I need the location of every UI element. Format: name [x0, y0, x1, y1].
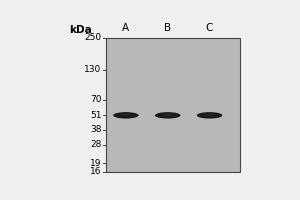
Ellipse shape [120, 114, 132, 116]
Text: 19: 19 [90, 159, 101, 168]
Text: 38: 38 [90, 125, 101, 134]
Text: A: A [122, 23, 129, 33]
Text: kDa: kDa [69, 25, 92, 35]
Bar [106, 38, 240, 172]
Ellipse shape [162, 114, 173, 116]
Text: 130: 130 [84, 65, 101, 74]
Ellipse shape [197, 112, 222, 119]
Ellipse shape [204, 114, 215, 116]
Ellipse shape [113, 112, 139, 119]
Text: 70: 70 [90, 95, 101, 104]
Text: 51: 51 [90, 111, 101, 120]
Text: 250: 250 [84, 33, 101, 42]
Ellipse shape [155, 112, 181, 119]
Text: 16: 16 [90, 167, 101, 176]
Text: 28: 28 [90, 140, 101, 149]
Text: C: C [206, 23, 213, 33]
Text: B: B [164, 23, 171, 33]
